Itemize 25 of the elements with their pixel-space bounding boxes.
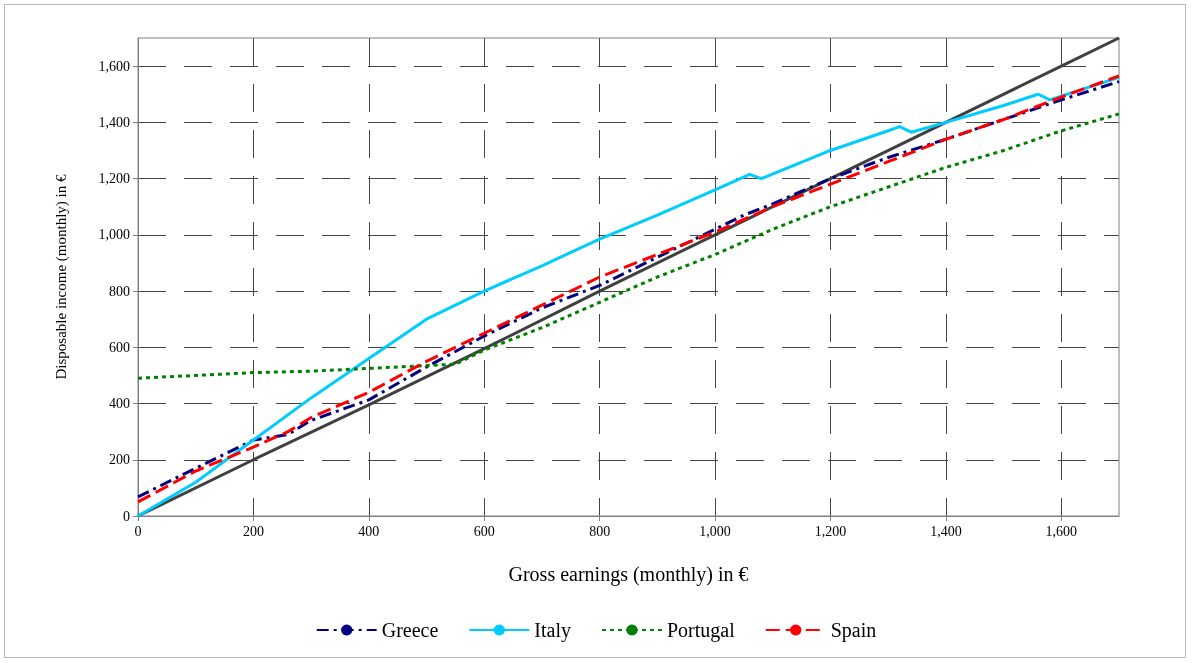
legend-label: Greece	[381, 619, 439, 641]
x-tick-label: 1,400	[930, 523, 962, 539]
legend-label: Italy	[534, 619, 571, 642]
y-tick-label: 1,200	[98, 171, 130, 187]
legend-label: Spain	[830, 619, 877, 642]
x-tick-label: 1,600	[1045, 523, 1078, 539]
x-tick-label: 1,000	[699, 523, 731, 539]
x-tick-label: 0	[134, 523, 142, 539]
y-tick-label: 400	[109, 396, 130, 412]
y-axis-title: Disposable income (monthly) in €	[52, 174, 70, 380]
x-tick-label: 1,200	[814, 523, 847, 539]
x-tick-label: 800	[589, 523, 611, 539]
y-tick-label: 1,000	[98, 227, 130, 243]
y-tick-label: 600	[109, 339, 130, 355]
y-tick-label: 1,400	[98, 114, 130, 130]
y-tick-label: 0	[123, 508, 130, 524]
x-axis-title: Gross earnings (monthly) in €	[508, 563, 749, 586]
legend-label: Portugal	[666, 619, 736, 642]
y-tick-label: 200	[109, 452, 130, 468]
y-tick-label: 1,600	[98, 58, 130, 74]
line-series	[136, 112, 1121, 380]
x-tick-label: 600	[473, 523, 495, 539]
y-tick-label: 800	[109, 283, 130, 299]
x-tick-label: 200	[242, 523, 264, 539]
x-tick-label: 400	[358, 523, 380, 539]
